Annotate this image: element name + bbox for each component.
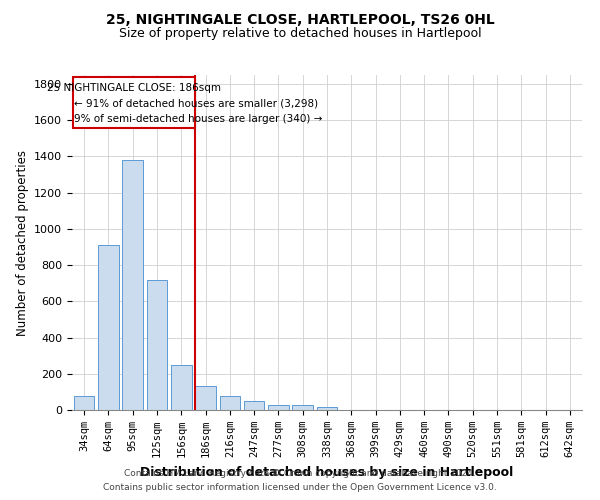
Text: 25, NIGHTINGALE CLOSE, HARTLEPOOL, TS26 0HL: 25, NIGHTINGALE CLOSE, HARTLEPOOL, TS26 … [106, 12, 494, 26]
Bar [171, 364, 191, 410]
Text: Size of property relative to detached houses in Hartlepool: Size of property relative to detached ho… [119, 28, 481, 40]
FancyBboxPatch shape [73, 77, 195, 128]
Bar [74, 396, 94, 410]
Text: 9% of semi-detached houses are larger (340) →: 9% of semi-detached houses are larger (3… [74, 114, 323, 124]
Text: Contains HM Land Registry data © Crown copyright and database right 2024.: Contains HM Land Registry data © Crown c… [124, 468, 476, 477]
Bar [292, 406, 313, 410]
Bar [146, 280, 167, 410]
Text: Contains public sector information licensed under the Open Government Licence v3: Contains public sector information licen… [103, 484, 497, 492]
Bar [220, 396, 240, 410]
Bar [122, 160, 143, 410]
X-axis label: Distribution of detached houses by size in Hartlepool: Distribution of detached houses by size … [140, 466, 514, 478]
Y-axis label: Number of detached properties: Number of detached properties [16, 150, 29, 336]
Bar [98, 245, 119, 410]
Bar [244, 401, 265, 410]
Text: 25 NIGHTINGALE CLOSE: 186sqm: 25 NIGHTINGALE CLOSE: 186sqm [47, 83, 221, 93]
Bar [268, 406, 289, 410]
Text: ← 91% of detached houses are smaller (3,298): ← 91% of detached houses are smaller (3,… [74, 98, 319, 108]
Bar [195, 386, 216, 410]
Bar [317, 408, 337, 410]
